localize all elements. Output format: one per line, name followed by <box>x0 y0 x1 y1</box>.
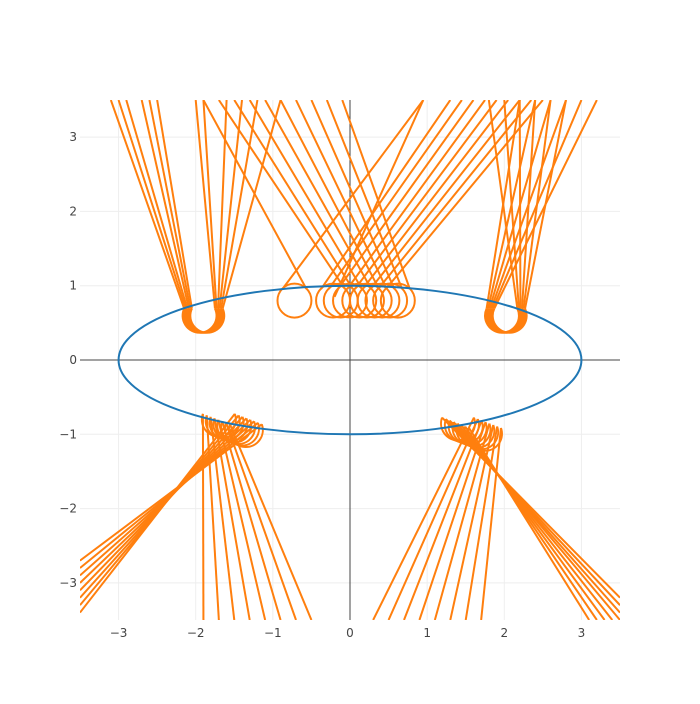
ray-line <box>218 100 243 309</box>
ray-line <box>524 100 567 309</box>
ray-line <box>333 100 425 298</box>
ray-line <box>80 422 259 569</box>
ray-line <box>140 100 190 309</box>
ray-line <box>117 100 187 309</box>
ray-line <box>225 422 297 620</box>
ray-line <box>487 100 519 309</box>
ray-line <box>217 419 267 620</box>
ray-line <box>233 100 354 290</box>
ray-line <box>346 100 486 290</box>
ray-line <box>202 100 218 309</box>
ray-line <box>264 100 373 290</box>
ray-line <box>337 100 475 290</box>
y-tick-label: 1 <box>69 279 77 293</box>
ray-line <box>80 420 255 577</box>
y-tick-label: 2 <box>69 204 77 218</box>
ray-line <box>279 100 380 290</box>
x-tick-label: 1 <box>423 626 431 640</box>
ray-line <box>310 100 396 290</box>
data-layer <box>80 100 620 620</box>
ray-line <box>385 100 544 290</box>
x-tick-label: −1 <box>264 626 282 640</box>
ray-line <box>80 423 263 562</box>
ray-line <box>480 427 502 620</box>
ray-line <box>354 100 498 290</box>
ray-line <box>518 100 522 309</box>
ray-line <box>387 418 479 620</box>
loop-arc <box>491 308 528 334</box>
y-tick-label: −2 <box>59 502 77 516</box>
y-tick-label: −3 <box>59 576 77 590</box>
ray-line <box>468 427 590 620</box>
loop-arc <box>467 427 503 452</box>
ray-line <box>148 100 192 309</box>
ray-line <box>248 100 363 290</box>
ray-line <box>205 415 220 620</box>
ray-line <box>156 100 193 309</box>
x-tick-label: 3 <box>578 626 586 640</box>
ray-line <box>201 413 205 620</box>
y-tick-label: 3 <box>69 130 77 144</box>
ray-line <box>202 100 308 290</box>
ray-line <box>325 100 404 290</box>
loop-circle <box>379 282 416 319</box>
ray-line <box>522 100 552 309</box>
x-tick-label: −2 <box>187 626 205 640</box>
x-tick-label: −3 <box>110 626 128 640</box>
y-tick-label: 0 <box>69 353 77 367</box>
loop-arc <box>189 308 226 334</box>
y-tick-label: −1 <box>59 427 77 441</box>
ray-line <box>218 100 346 290</box>
ray-line <box>372 417 475 620</box>
x-tick-label: 0 <box>346 626 354 640</box>
loop-arc <box>227 423 264 448</box>
ray-line <box>220 100 259 309</box>
ray-line <box>341 100 411 290</box>
ray-line <box>109 100 186 309</box>
ray-line <box>403 420 483 620</box>
ray-line <box>361 100 509 290</box>
ray-line <box>221 421 282 620</box>
ray-line <box>464 426 499 620</box>
ray-line <box>217 100 228 309</box>
loop-arc <box>224 422 260 447</box>
ray-line <box>125 100 189 309</box>
ray-line <box>460 424 606 620</box>
ray-line <box>377 100 533 290</box>
x-tick-label: 2 <box>500 626 508 640</box>
ray-line <box>228 423 313 620</box>
ray-line <box>295 100 388 290</box>
ray-line <box>520 100 537 309</box>
ray-line <box>503 100 520 309</box>
tick-label-layer: −3 −2 −1 0 1 2 3 −3 −2 −1 0 1 2 3 <box>59 130 585 640</box>
ray-line <box>369 100 521 290</box>
ray-line <box>433 423 491 620</box>
ray-line <box>194 100 216 309</box>
ellipse-curve <box>117 284 583 436</box>
ray-line <box>418 421 487 620</box>
ray-line <box>327 100 463 290</box>
